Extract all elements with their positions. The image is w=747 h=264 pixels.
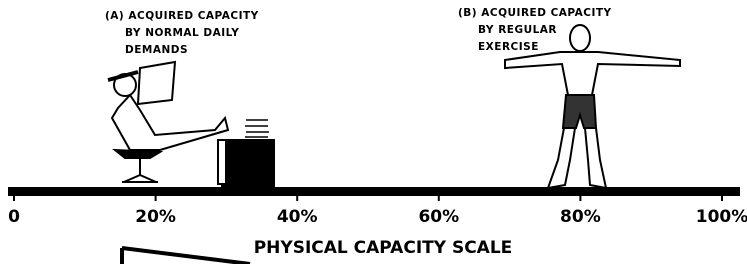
label-line: (B) ACQUIRED CAPACITY bbox=[458, 7, 612, 19]
scale-ticks: 0 20% 40% 60% 80% 100% bbox=[8, 196, 747, 227]
label-line: DEMANDS bbox=[125, 44, 188, 56]
decor-line bbox=[122, 248, 250, 264]
tick-label: 20% bbox=[135, 207, 176, 227]
label-line: (A) ACQUIRED CAPACITY bbox=[105, 10, 259, 22]
tick-label: 80% bbox=[560, 207, 601, 227]
tick-label: 60% bbox=[418, 207, 459, 227]
label-line: EXERCISE bbox=[478, 41, 539, 53]
diagram: (A) ACQUIRED CAPACITY BY NORMAL DAILY DE… bbox=[0, 0, 747, 264]
seated-figure bbox=[108, 62, 274, 190]
label-a: (A) ACQUIRED CAPACITY BY NORMAL DAILY DE… bbox=[105, 10, 259, 56]
tick-label: 100% bbox=[696, 207, 747, 227]
scale-bar bbox=[8, 187, 740, 196]
tick-label: 0 bbox=[8, 207, 20, 227]
label-line: BY NORMAL DAILY bbox=[125, 27, 239, 39]
scale-title: PHYSICAL CAPACITY SCALE bbox=[254, 238, 513, 258]
label-line: BY REGULAR bbox=[478, 24, 557, 36]
tick-label: 40% bbox=[277, 207, 318, 227]
